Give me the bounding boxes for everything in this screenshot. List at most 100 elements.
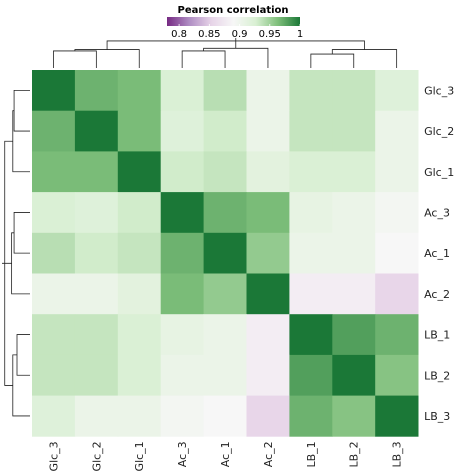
- column-label: Ac_1: [219, 441, 232, 467]
- heatmap-cell: [74, 354, 119, 396]
- legend-title: Pearson correlation: [177, 5, 288, 16]
- column-dendrogram-branch: [53, 50, 97, 68]
- heatmap-cell: [117, 151, 162, 193]
- heatmap-cell: [74, 192, 119, 234]
- heatmap-cell: [289, 314, 333, 356]
- column-dendrogram-branch: [106, 40, 365, 50]
- heatmap-cell: [375, 273, 419, 315]
- heatmap-cell: [74, 232, 119, 274]
- row-dendrogram-branch: [12, 354, 30, 417]
- legend-tick-label: 0.95: [259, 29, 281, 40]
- heatmap-cell: [203, 70, 247, 112]
- heatmap-cell: [289, 273, 333, 315]
- row-dendrogram-branch: [4, 140, 13, 386]
- heatmap-cell: [117, 70, 162, 112]
- heatmap-cell: [289, 70, 333, 112]
- column-dendrogram-branch: [310, 53, 355, 68]
- heatmap-cell: [289, 395, 333, 437]
- heatmap-cell: [117, 354, 162, 396]
- heatmap-cell: [246, 70, 290, 112]
- legend-tick-label: 0.8: [171, 29, 187, 40]
- heatmap-cell: [332, 192, 376, 234]
- heatmap-cell: [160, 273, 204, 315]
- row-label: Glc_2: [424, 125, 454, 138]
- heatmap-cell: [203, 151, 247, 193]
- row-label: LB_3: [424, 410, 450, 423]
- heatmap-cell: [289, 232, 333, 274]
- heatmap-cell: [32, 70, 76, 112]
- heatmap-cell: [74, 395, 119, 437]
- heatmap-cell: [117, 395, 162, 437]
- heatmap-cell: [203, 273, 247, 315]
- heatmap-cell: [74, 314, 119, 356]
- row-label: LB_1: [424, 329, 450, 342]
- heatmap-cell: [375, 314, 419, 356]
- heatmap-cell: [246, 395, 290, 437]
- color-legend: Pearson correlation 0.8 0.85 0.9 0.95 1: [167, 5, 303, 40]
- heatmap-cell: [332, 110, 376, 152]
- heatmap-cell: [375, 395, 419, 437]
- column-dendrogram: [53, 38, 398, 68]
- heatmap-cell: [74, 273, 119, 315]
- column-dendrogram-branch: [74, 49, 140, 68]
- heatmap-cell: [203, 110, 247, 152]
- row-dendrogram-branch: [12, 110, 30, 173]
- heatmap-cell: [289, 151, 333, 193]
- heatmap-cell: [289, 110, 333, 152]
- heatmap-cell: [375, 70, 419, 112]
- row-dendrogram-branch: [13, 212, 30, 254]
- column-labels: Glc_3 Glc_2 Glc_1 Ac_3 Ac_1 Ac_2 LB_1 LB_2 LB_3: [47, 441, 403, 471]
- heatmap-cell: [117, 314, 162, 356]
- heatmap-cell: [246, 232, 290, 274]
- heatmap-cell: [375, 151, 419, 193]
- heatmap-cell: [32, 192, 76, 234]
- heatmap-cell: [32, 314, 76, 356]
- legend-color-bar: [167, 17, 300, 26]
- heatmap-cell: [332, 70, 376, 112]
- heatmap-cell: [332, 314, 376, 356]
- heatmap-cell: [74, 151, 119, 193]
- column-label: Ac_2: [262, 441, 275, 467]
- heatmap-cell: [32, 151, 76, 193]
- heatmap-cell: [203, 395, 247, 437]
- row-dendrogram-branch: [13, 89, 30, 132]
- heatmap-cell: [203, 232, 247, 274]
- heatmap-cell: [32, 273, 76, 315]
- legend-tick-label: 0.85: [198, 29, 220, 40]
- heatmap-cell: [375, 192, 419, 234]
- row-label: Glc_1: [424, 166, 454, 179]
- heatmap-cell: [246, 273, 290, 315]
- heatmap-cell: [332, 354, 376, 396]
- heatmap-cell: [117, 273, 162, 315]
- heatmap-cell: [74, 110, 119, 152]
- column-label: LB_1: [305, 441, 318, 467]
- heatmap-cell: [375, 110, 419, 152]
- row-label: Glc_3: [424, 84, 454, 97]
- row-label: Ac_2: [424, 288, 450, 301]
- heatmap-cell: [289, 192, 333, 234]
- heatmap-cell: [375, 354, 419, 396]
- column-label: LB_2: [348, 441, 361, 467]
- heatmap-cell: [332, 395, 376, 437]
- heatmap-cell: [289, 354, 333, 396]
- heatmap-cell: [160, 232, 204, 274]
- heatmap-cell: [246, 192, 290, 234]
- heatmap-cell: [160, 110, 204, 152]
- heatmap-cell: [203, 354, 247, 396]
- heatmap-cell: [332, 151, 376, 193]
- row-dendrogram: [2, 89, 30, 417]
- row-labels: Glc_3 Glc_2 Glc_1 Ac_3 Ac_1 Ac_2 LB_1 LB_2 LB_3: [424, 84, 454, 423]
- legend-tick-label: 1: [297, 29, 303, 40]
- row-label: Ac_3: [424, 206, 450, 219]
- heatmap-cell: [375, 232, 419, 274]
- column-dendrogram-branch: [181, 50, 226, 68]
- heatmap-cell: [117, 110, 162, 152]
- heatmap-cell: [74, 70, 119, 112]
- heatmap-cell: [332, 232, 376, 274]
- heatmap-cell: [117, 232, 162, 274]
- legend-ticks: 0.8 0.85 0.9 0.95 1: [171, 24, 303, 40]
- heatmap-cell: [160, 70, 204, 112]
- column-label: LB_3: [391, 441, 404, 467]
- row-dendrogram-branch: [11, 232, 30, 295]
